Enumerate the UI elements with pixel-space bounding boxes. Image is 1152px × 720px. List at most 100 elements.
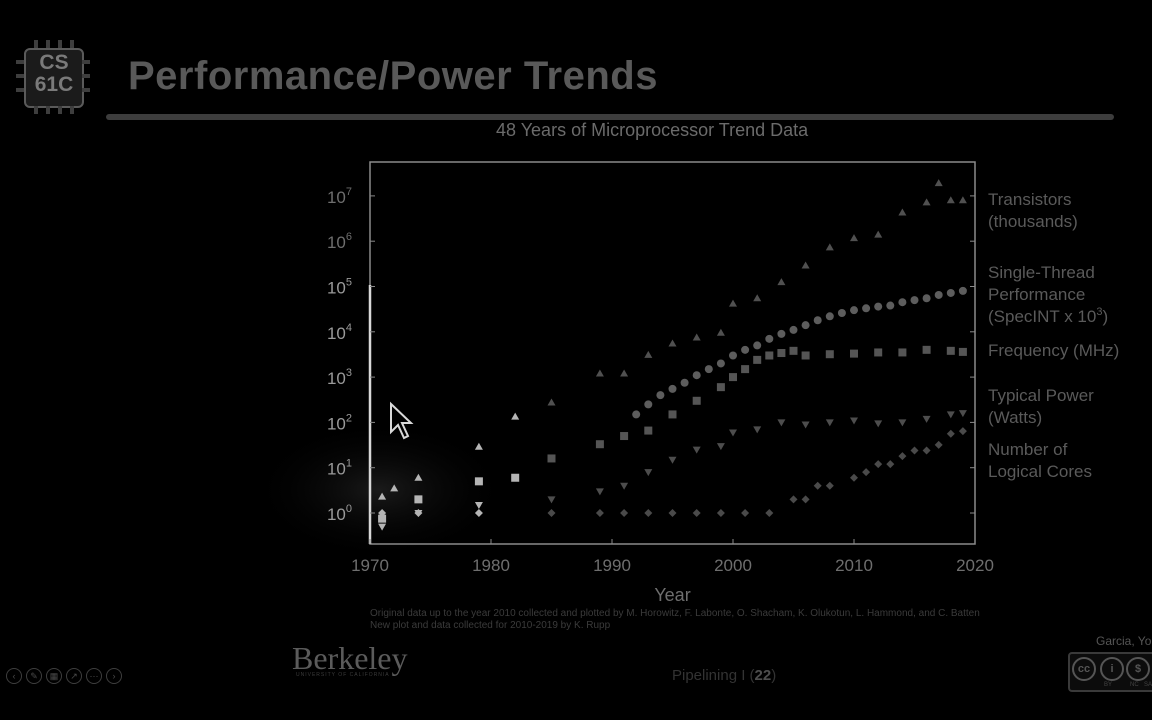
data-point-cores [886, 460, 895, 469]
data-point-single-thread [898, 298, 907, 307]
data-point-cores [789, 495, 798, 504]
data-point-transistors [777, 278, 786, 286]
logo-pin [16, 74, 24, 78]
logo-pin [16, 88, 24, 92]
x-tick-label: 2010 [835, 556, 873, 575]
data-point-single-thread [692, 371, 701, 380]
data-point-single-thread [656, 391, 665, 400]
footnote-line-1: Original data up to the year 2010 collec… [370, 608, 980, 619]
logo-line-1: CS [39, 51, 69, 74]
data-point-cores [692, 509, 701, 517]
data-point-frequency [511, 473, 520, 482]
data-point-transistors [946, 196, 955, 204]
data-point-cores [958, 427, 967, 436]
data-point-single-thread [680, 378, 689, 387]
data-point-single-thread [886, 301, 895, 310]
pointer-options-icon[interactable]: ↗ [66, 668, 82, 684]
logo-pin [46, 40, 50, 48]
data-point-frequency [789, 346, 798, 355]
data-point-transistors [922, 198, 931, 206]
data-point-single-thread [850, 306, 858, 315]
plot-area: 100 101 102 103 104 105 106 107 1970 1980 1990 2000… [327, 161, 1119, 605]
data-point-power [958, 410, 967, 418]
data-point-cores [378, 509, 387, 517]
logo-pin [70, 40, 74, 48]
cc-icon: cc [1072, 657, 1096, 681]
data-point-single-thread [958, 286, 967, 295]
data-point-frequency [729, 373, 737, 382]
data-point-single-thread [813, 316, 822, 325]
data-point-single-thread [716, 359, 725, 368]
data-point-single-thread [910, 296, 919, 305]
data-point-cores [910, 446, 919, 455]
data-point-single-thread [922, 294, 931, 303]
data-point-cores [813, 481, 822, 490]
data-point-frequency [850, 349, 858, 358]
data-point-power [474, 502, 483, 510]
data-point-cores [620, 509, 629, 517]
cs61c-logo: CS 61C [16, 40, 90, 114]
x-tick-label: 2020 [956, 556, 994, 575]
series-triangle [378, 179, 967, 500]
data-point-single-thread [934, 290, 943, 299]
series-diamond [378, 427, 967, 517]
data-point-power [716, 443, 725, 451]
data-point-power [898, 419, 907, 427]
data-point-transistors [644, 350, 653, 358]
logo-pin [16, 60, 24, 64]
logo-pin [70, 106, 74, 114]
y-tick-label: 105 [327, 277, 352, 298]
data-point-frequency [692, 396, 701, 405]
series-circle [632, 286, 967, 419]
series-label: (SpecINT x 103) [988, 306, 1108, 326]
logo-pin [82, 60, 90, 64]
data-point-power [729, 429, 737, 437]
data-point-power [777, 419, 786, 427]
data-point-frequency [644, 426, 653, 435]
slide-title: Performance/Power Trends [128, 54, 658, 98]
y-tick-label: 107 [327, 186, 352, 207]
y-tick-label: 101 [327, 458, 352, 479]
logo-pin [82, 88, 90, 92]
x-tick-label: 2000 [714, 556, 752, 575]
slide-footer: Pipelining I (22) [672, 667, 776, 684]
data-point-transistors [729, 299, 737, 307]
data-point-transistors [414, 473, 423, 481]
data-point-single-thread [741, 345, 750, 354]
data-point-transistors [692, 333, 701, 341]
prev-slide-icon[interactable]: ‹ [6, 668, 22, 684]
slides-overview-icon[interactable]: ▦ [46, 668, 62, 684]
data-point-cores [547, 509, 556, 517]
data-point-cores [850, 473, 858, 482]
data-point-frequency [716, 383, 725, 392]
data-point-transistors [825, 243, 834, 251]
data-point-single-thread [862, 304, 871, 313]
data-point-single-thread [777, 329, 786, 338]
data-point-power [850, 417, 858, 425]
pen-tool-icon[interactable]: ✎ [26, 668, 42, 684]
data-point-cores [922, 446, 931, 455]
data-point-power [692, 446, 701, 454]
berkeley-logo: Berkeley [292, 640, 408, 676]
logo-pin [34, 106, 38, 114]
logo-text: CS 61C [24, 52, 84, 96]
data-point-frequency [765, 351, 774, 360]
logo-pin [58, 40, 62, 48]
creative-commons-badge: cc i $ BY NC SA [1068, 652, 1152, 692]
title-divider [106, 114, 1114, 120]
next-slide-icon[interactable]: › [106, 668, 122, 684]
series-square [378, 345, 967, 523]
series-label: Performance [988, 285, 1085, 304]
more-options-icon[interactable]: ⋯ [86, 668, 102, 684]
data-point-single-thread [801, 321, 810, 330]
data-point-transistors [668, 339, 677, 347]
data-point-cores [874, 460, 883, 469]
cc-label-nc: NC [1130, 682, 1139, 688]
author-name: Garcia, Yo [1096, 634, 1152, 648]
berkeley-logo-subtitle: UNIVERSITY OF CALIFORNIA [296, 672, 390, 678]
y-tick-label: 102 [327, 412, 352, 433]
data-point-transistors [850, 234, 858, 242]
footnote-line-2: New plot and data collected for 2010-201… [370, 620, 611, 631]
data-point-transistors [390, 484, 399, 492]
data-point-cores [668, 509, 677, 517]
